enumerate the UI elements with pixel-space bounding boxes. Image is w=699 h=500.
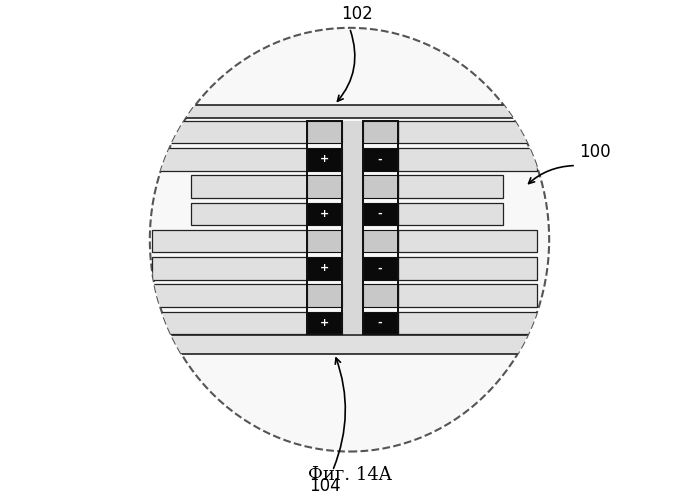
Ellipse shape bbox=[150, 28, 549, 452]
Text: -: - bbox=[378, 209, 382, 219]
Bar bbox=[398, 257, 537, 280]
Bar bbox=[152, 312, 307, 334]
Text: +: + bbox=[320, 264, 329, 274]
Bar bbox=[343, 121, 363, 334]
Bar bbox=[307, 202, 343, 225]
Bar bbox=[398, 121, 537, 144]
Bar bbox=[363, 121, 398, 334]
Text: +: + bbox=[320, 154, 329, 164]
Bar bbox=[307, 148, 343, 171]
Bar bbox=[398, 230, 537, 252]
Bar bbox=[152, 230, 307, 252]
Text: Фиг. 14A: Фиг. 14A bbox=[308, 466, 391, 484]
Bar bbox=[398, 202, 503, 225]
Bar bbox=[307, 312, 343, 334]
Bar bbox=[363, 312, 398, 334]
Bar bbox=[363, 148, 398, 171]
Text: +: + bbox=[320, 209, 329, 219]
Bar bbox=[152, 148, 307, 171]
Bar bbox=[152, 257, 307, 280]
Bar bbox=[363, 202, 398, 225]
Bar bbox=[363, 121, 398, 334]
Text: -: - bbox=[378, 154, 382, 164]
Bar bbox=[307, 176, 343, 198]
Bar bbox=[307, 121, 343, 334]
Text: 100: 100 bbox=[579, 144, 611, 162]
Bar bbox=[398, 284, 537, 307]
Text: -: - bbox=[378, 318, 382, 328]
Bar bbox=[398, 148, 537, 171]
Bar bbox=[307, 284, 343, 307]
Text: 104: 104 bbox=[310, 478, 341, 496]
Bar bbox=[307, 257, 343, 280]
Bar bbox=[363, 121, 398, 144]
Bar bbox=[363, 176, 398, 198]
Bar bbox=[398, 176, 503, 198]
Bar bbox=[192, 202, 307, 225]
Bar bbox=[363, 257, 398, 280]
Bar bbox=[157, 335, 543, 353]
Bar bbox=[307, 121, 343, 334]
Bar bbox=[363, 284, 398, 307]
Bar bbox=[398, 312, 537, 334]
Bar bbox=[192, 176, 307, 198]
Bar bbox=[363, 230, 398, 252]
Text: +: + bbox=[320, 318, 329, 328]
Text: 102: 102 bbox=[341, 5, 373, 23]
Text: -: - bbox=[378, 264, 382, 274]
Bar bbox=[307, 230, 343, 252]
Bar bbox=[307, 121, 343, 144]
Bar bbox=[157, 105, 543, 118]
Bar bbox=[152, 284, 307, 307]
Bar bbox=[152, 121, 307, 144]
